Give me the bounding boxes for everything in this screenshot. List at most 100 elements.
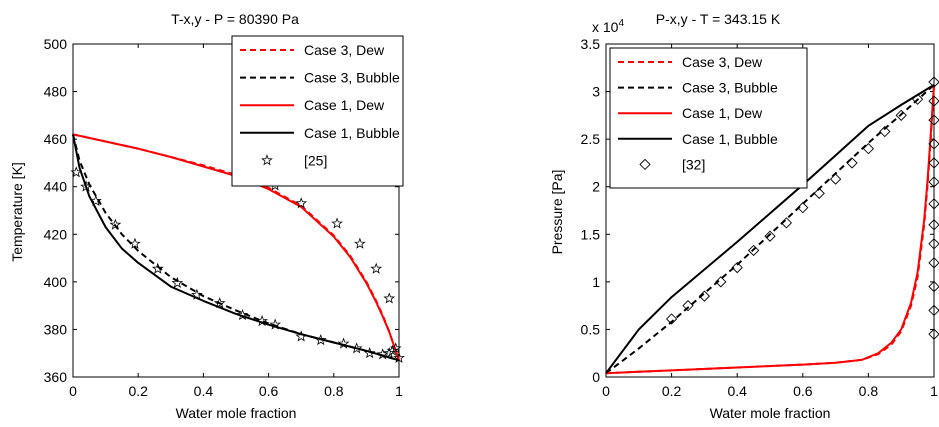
data-point-star <box>80 180 92 192</box>
data-point-star <box>295 197 308 209</box>
x-tick-label: 0.2 <box>662 383 682 399</box>
data-point-star <box>331 217 343 229</box>
legend-marker <box>639 158 651 171</box>
series-line <box>72 134 400 362</box>
series-line <box>605 84 935 374</box>
x-tick-label: 0.6 <box>793 383 813 399</box>
right-data-marks <box>605 76 939 375</box>
data-point-diamond <box>928 95 939 107</box>
data-point-star <box>363 347 376 359</box>
x-tick-label: 0.8 <box>859 383 879 399</box>
left-x-axis-label: Water mole fraction <box>176 405 297 421</box>
y-tick-label: 460 <box>44 131 68 147</box>
right-chart-title: P-x,y - T = 343.15 K <box>656 11 781 27</box>
data-point-diamond <box>829 173 842 185</box>
data-point-diamond <box>928 238 939 250</box>
data-point-diamond <box>715 276 727 288</box>
data-point-diamond <box>928 219 939 231</box>
data-point-star <box>70 166 83 178</box>
data-point-star <box>151 262 164 274</box>
data-point-diamond <box>928 304 939 317</box>
data-point-diamond <box>928 328 939 340</box>
legend-label: Case 3, Dew <box>682 54 763 70</box>
legend-label: Case 1, Bubble <box>682 131 778 147</box>
data-point-star <box>109 218 122 230</box>
x-tick-label: 0 <box>602 383 610 399</box>
data-point-diamond <box>879 125 891 138</box>
data-point-star <box>269 318 281 330</box>
data-point-diamond <box>895 109 907 121</box>
data-point-star <box>337 337 350 349</box>
x-tick-label: 0.4 <box>727 383 747 399</box>
data-point-star <box>370 262 383 274</box>
y-tick-label: 360 <box>44 369 68 385</box>
legend-label: Case 1, Dew <box>682 105 763 121</box>
data-point-star <box>89 194 102 206</box>
data-point-star <box>213 297 226 309</box>
left-legend: Case 3, Dew Case 3, Bubble Case 1, Dew Case… <box>231 35 404 187</box>
right-x-axis-label: Water mole fraction <box>710 405 831 421</box>
legend-label: Case 1, Bubble <box>304 125 400 141</box>
data-point-diamond <box>928 176 939 188</box>
y-tick-label: 0.5 <box>581 321 601 337</box>
x-tick-label: 0.6 <box>259 383 279 399</box>
left-y-axis-label: Temperature [K] <box>9 162 25 262</box>
data-point-star <box>191 288 203 300</box>
y-tick-label: 380 <box>44 321 68 337</box>
data-point-star <box>129 237 141 249</box>
data-point-diamond <box>846 157 858 169</box>
left-axis-ticks: 0 0.2 0.4 0.6 0.8 1 360 380 400 420 440 460 480 500 <box>44 36 403 399</box>
y-tick-label: 3.5 <box>581 36 601 52</box>
y-tick-label: 500 <box>44 36 68 52</box>
x-tick-label: 0 <box>69 383 77 399</box>
legend-box <box>231 35 404 187</box>
y-tick-label: 1 <box>592 274 600 290</box>
x-tick-label: 0.8 <box>324 383 344 399</box>
left-data-marks <box>70 133 405 363</box>
data-point-diamond <box>928 257 939 269</box>
legend-label: [32] <box>682 156 705 172</box>
right-axis-ticks: 0 0.2 0.4 0.6 0.8 1 0 0.5 1 1.5 2 2.5 3 3.5 <box>581 36 939 399</box>
data-point-diamond <box>928 76 939 88</box>
legend-label: Case 3, Bubble <box>682 80 778 96</box>
series-line <box>605 84 935 375</box>
data-point-diamond <box>928 138 939 150</box>
data-point-star <box>314 333 327 346</box>
legend-label: Case 1, Dew <box>304 97 385 113</box>
y-tick-label: 400 <box>44 274 68 290</box>
y-tick-label: 2 <box>592 179 600 195</box>
data-point-diamond <box>928 198 939 210</box>
y-tick-label: 480 <box>44 84 68 100</box>
data-point-diamond <box>797 202 809 214</box>
data-point-star <box>354 237 366 249</box>
data-point-diamond <box>764 230 776 242</box>
data-point-diamond <box>928 280 939 293</box>
data-point-diamond <box>813 187 825 200</box>
x-tick-label: 1 <box>395 383 403 399</box>
data-point-star <box>171 276 184 289</box>
y-tick-label: 2.5 <box>581 131 601 147</box>
right-y-multiplier: x 104 <box>592 18 624 35</box>
data-point-star <box>393 351 405 363</box>
data-point-diamond <box>862 143 875 155</box>
legend-label: [25] <box>304 152 327 168</box>
data-point-diamond <box>911 93 924 105</box>
x-tick-label: 1 <box>930 383 938 399</box>
x-tick-label: 0.4 <box>194 383 214 399</box>
data-point-diamond <box>731 261 743 274</box>
right-legend: Case 3, Dew Case 3, Bubble Case 1, Dew Case… <box>609 47 808 189</box>
right-chart-pxy: P-x,y - T = 343.15 K x 104 0 0.2 0.4 0.6 0.8… <box>549 11 939 421</box>
y-tick-label: 420 <box>44 226 68 242</box>
data-point-star <box>350 342 363 354</box>
data-point-star <box>383 292 396 304</box>
x-tick-label: 0.2 <box>128 383 148 399</box>
data-point-diamond <box>747 244 760 257</box>
data-point-diamond <box>698 290 711 302</box>
legend-label: Case 3, Bubble <box>304 70 400 86</box>
data-point-diamond <box>928 157 939 169</box>
y-tick-label: 0 <box>592 369 600 385</box>
right-y-axis-label: Pressure [Pa] <box>549 170 565 255</box>
series-line <box>72 134 400 362</box>
legend-marker <box>261 154 273 166</box>
